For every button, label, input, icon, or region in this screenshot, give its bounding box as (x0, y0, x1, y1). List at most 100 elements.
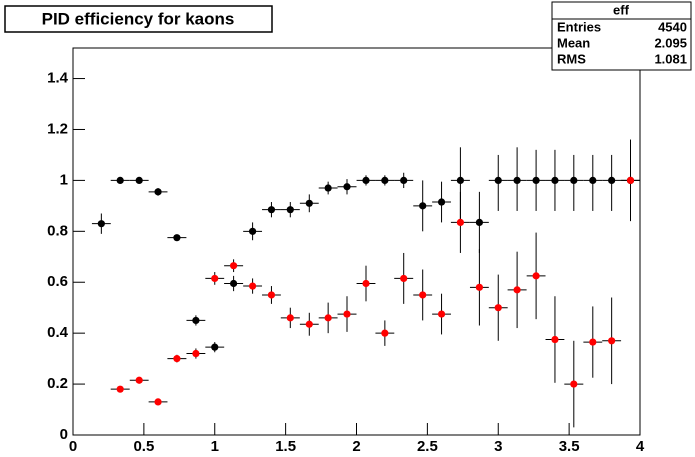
point-group (337, 296, 357, 332)
point (230, 262, 238, 270)
point (192, 349, 200, 358)
point (589, 338, 597, 346)
point (570, 176, 578, 184)
point-group (602, 154, 622, 211)
point (343, 310, 351, 318)
point-group (356, 265, 376, 302)
x-tick-label: 0 (69, 438, 77, 455)
point-group (413, 180, 433, 232)
point-group (186, 315, 206, 326)
point-group (450, 191, 470, 253)
stats-label: RMS (557, 51, 586, 66)
point (116, 385, 124, 393)
point (419, 291, 427, 299)
stats-title: eff (613, 2, 630, 17)
point-group (526, 232, 546, 320)
y-tick-label: 0.8 (47, 222, 68, 239)
point-group (356, 175, 376, 186)
x-tick-label: 2.5 (417, 438, 438, 455)
point (437, 198, 446, 206)
point-group (545, 296, 565, 383)
point-group (564, 340, 584, 428)
point (286, 314, 294, 322)
point-group (243, 222, 263, 241)
y-tick-label: 1.4 (47, 70, 69, 87)
point (211, 343, 219, 351)
x-tick-label: 0.5 (133, 438, 154, 455)
point (551, 176, 559, 184)
point (248, 227, 257, 235)
y-tick-label: 1.2 (47, 120, 68, 137)
stats-label: Entries (557, 19, 601, 34)
point (589, 176, 597, 184)
point-group (469, 249, 489, 326)
point (192, 316, 200, 325)
x-tick-label: 2 (352, 438, 360, 455)
x-tick-label: 3 (494, 438, 502, 455)
point (154, 188, 162, 196)
stats-value: 1.081 (654, 51, 687, 66)
y-tick-label: 0 (60, 426, 68, 443)
y-tick-label: 0.6 (47, 273, 68, 290)
point (381, 176, 389, 184)
title-box (4, 5, 273, 33)
point (173, 234, 181, 242)
point (116, 176, 124, 184)
point (324, 184, 332, 192)
y-tick-label: 0.2 (47, 375, 68, 392)
point (173, 355, 181, 363)
point-group (110, 176, 130, 184)
point (230, 279, 238, 288)
point (494, 304, 502, 312)
point (551, 335, 559, 344)
point (324, 314, 332, 322)
point (97, 220, 105, 228)
x-tick-label: 3.5 (559, 438, 580, 455)
point (437, 310, 446, 318)
point (211, 274, 219, 283)
point (475, 218, 483, 227)
point-group (167, 234, 187, 242)
point-group (299, 194, 319, 213)
point-group (469, 191, 489, 253)
point (626, 176, 635, 184)
point-group (280, 202, 300, 218)
point (608, 176, 616, 184)
point-group (167, 354, 187, 363)
point-group (545, 149, 565, 211)
point (343, 183, 351, 191)
point (305, 320, 313, 328)
point-group (507, 147, 527, 211)
point-group (337, 179, 357, 195)
point (419, 202, 427, 210)
point-group (224, 275, 244, 292)
y-tick-label: 0.4 (47, 324, 69, 341)
point (494, 176, 502, 184)
stats-value: 2.095 (654, 35, 687, 50)
point-group (148, 398, 168, 406)
x-tick-label: 1 (211, 438, 219, 455)
point-group (262, 286, 281, 304)
point (456, 218, 465, 227)
point (513, 176, 521, 184)
point-group (432, 181, 451, 223)
point (608, 337, 616, 345)
point-group (205, 272, 225, 285)
point-group (375, 320, 395, 346)
point (135, 376, 143, 384)
point-group (205, 342, 225, 353)
x-tick-label: 4 (636, 438, 645, 455)
stats-label: Mean (557, 35, 590, 50)
point (513, 286, 521, 294)
point (570, 380, 578, 388)
point-group (129, 176, 149, 184)
point (267, 291, 276, 299)
point (456, 176, 465, 184)
point-group (129, 376, 149, 384)
marks (91, 139, 640, 428)
point (475, 283, 483, 291)
stats-box (551, 1, 692, 71)
axes: 0 0.2 0.4 0.6 0.8 1 1.2 1.4 0 0.5 1 1.5 2 2.5 3 3.5 4 (47, 70, 645, 455)
